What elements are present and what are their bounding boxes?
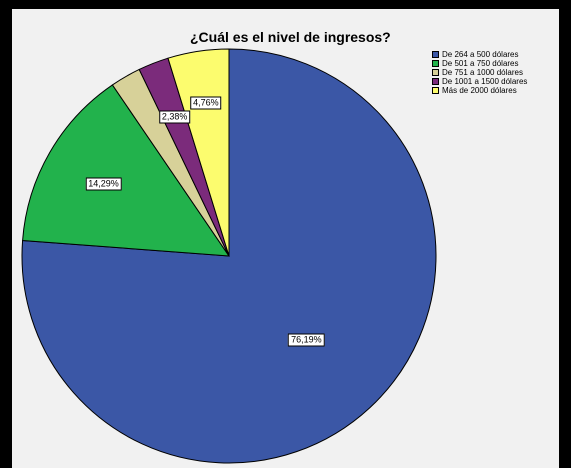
slice-label-5: 4,76% — [190, 96, 222, 109]
legend-swatch-2 — [432, 60, 439, 67]
legend-label-3: De 751 a 1000 dólares — [442, 68, 523, 77]
legend-item-5: Más de 2000 dólares — [432, 86, 527, 95]
legend-label-4: De 1001 a 1500 dólares — [442, 77, 528, 86]
legend-item-1: De 264 a 500 dólares — [432, 50, 527, 59]
legend-label-5: Más de 2000 dólares — [442, 86, 517, 95]
chart-title: ¿Cuál es el nivel de ingresos? — [190, 29, 391, 45]
legend-swatch-5 — [432, 87, 439, 94]
slice-label-4: 2,38% — [158, 110, 191, 124]
pie-slice-2 — [22, 84, 230, 257]
legend-item-2: De 501 a 750 dólares — [432, 59, 527, 68]
legend-item-4: De 1001 a 1500 dólares — [432, 77, 527, 86]
legend-item-3: De 751 a 1000 dólares — [432, 68, 527, 77]
legend-swatch-4 — [432, 78, 439, 85]
slice-label-1: 76,19% — [288, 333, 325, 346]
legend-label-1: De 264 a 500 dólares — [442, 50, 519, 59]
slice-label-2: 14,29% — [85, 177, 122, 190]
legend-swatch-1 — [432, 51, 439, 58]
chart-legend: De 264 a 500 dólares De 501 a 750 dólares… — [432, 50, 527, 95]
legend-label-2: De 501 a 750 dólares — [442, 59, 519, 68]
legend-swatch-3 — [432, 69, 439, 76]
